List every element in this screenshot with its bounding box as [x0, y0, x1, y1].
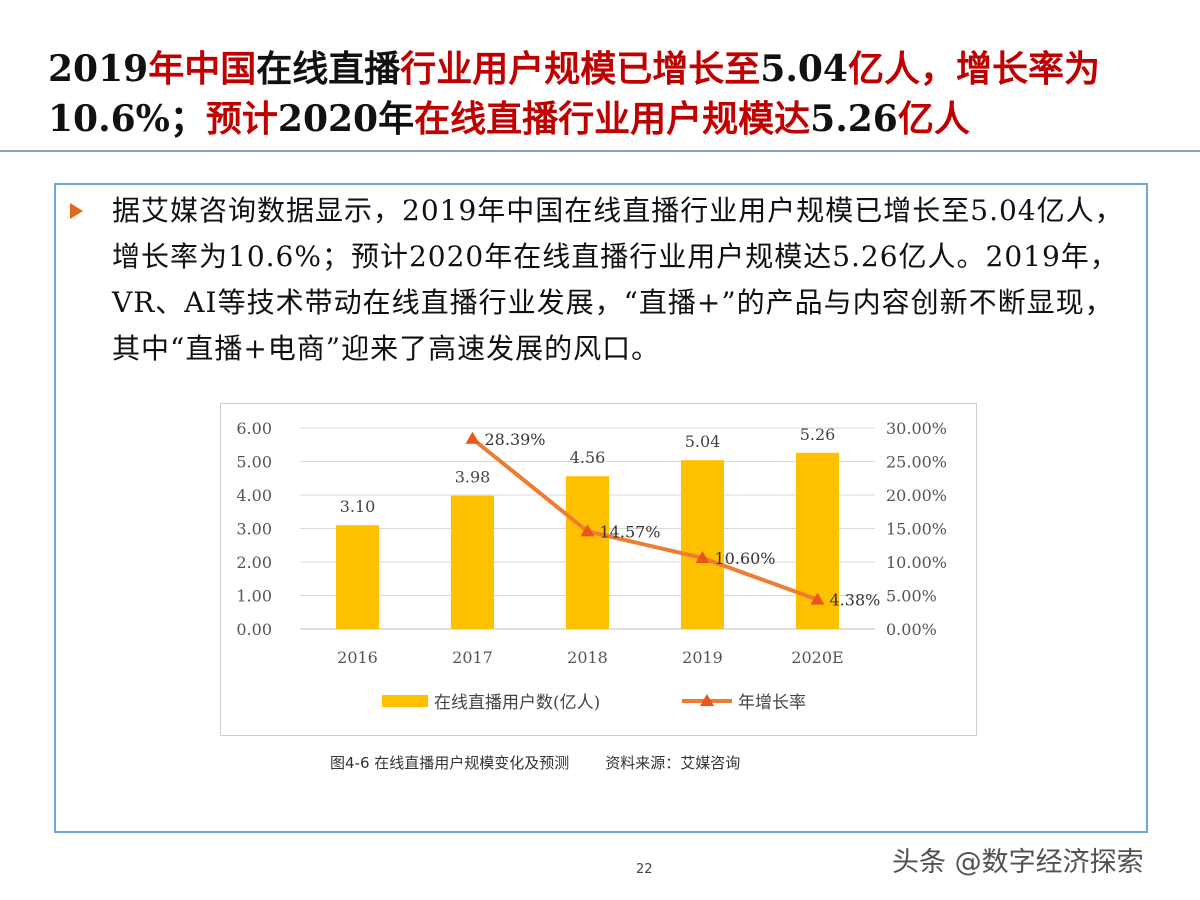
- y-right-tick-label: 0.00%: [886, 620, 937, 639]
- y-right-tick-label: 5.00%: [886, 587, 937, 606]
- x-tick-label: 2017: [452, 648, 493, 667]
- bar: [566, 476, 609, 629]
- bar: [336, 525, 379, 629]
- title-seg: 10.6%；: [48, 98, 206, 140]
- growth-rate-point: [465, 431, 480, 444]
- title-seg: 2020: [277, 98, 379, 140]
- y-right-tick-label: 10.00%: [886, 553, 947, 572]
- figure-source: 资料来源：艾媒咨询: [605, 754, 741, 772]
- legend-bar-label: 在线直播用户数(亿人): [434, 693, 600, 713]
- title-seg: 亿人，增长率为: [847, 48, 1100, 90]
- bar-value-label: 4.56: [570, 448, 606, 467]
- growth-rate-label: 10.60%: [715, 549, 776, 568]
- figure-caption: 图4-6 在线直播用户规模变化及预测 资料来源：艾媒咨询: [330, 752, 890, 773]
- body-paragraph: 据艾媒咨询数据显示，2019年中国在线直播行业用户规模已增长至5.04亿人，增长…: [112, 194, 1124, 365]
- x-tick-label: 2019: [682, 648, 723, 667]
- x-tick-label: 2018: [567, 648, 608, 667]
- growth-rate-label: 28.39%: [485, 430, 546, 449]
- growth-rate-label: 4.38%: [830, 591, 881, 610]
- y-left-tick-label: 4.00: [236, 486, 272, 505]
- slide-title: 2019年中国在线直播行业用户规模已增长至5.04亿人，增长率为 10.6%；预计…: [48, 44, 1168, 144]
- title-seg: 年中国: [148, 48, 257, 90]
- growth-rate-label: 14.57%: [600, 522, 661, 541]
- title-seg: 5.26: [810, 98, 898, 140]
- bar-value-label: 5.26: [800, 425, 836, 444]
- y-left-tick-label: 6.00: [236, 419, 272, 438]
- title-divider: [0, 150, 1200, 152]
- growth-rate-point: [695, 550, 710, 563]
- growth-rate-line: [471, 437, 819, 602]
- bar-value-label: 5.04: [685, 432, 721, 451]
- legend-line-marker: [700, 694, 714, 706]
- y-left-tick-label: 3.00: [236, 520, 272, 539]
- figure-title: 图4-6 在线直播用户规模变化及预测: [330, 754, 570, 772]
- bar-value-label: 3.10: [340, 497, 376, 516]
- y-left-tick-label: 5.00: [236, 453, 272, 472]
- title-seg: 亿人: [897, 98, 970, 140]
- bar: [681, 460, 724, 629]
- legend-bar-swatch: [382, 695, 428, 707]
- y-left-tick-label: 1.00: [236, 587, 272, 606]
- growth-rate-point: [810, 592, 825, 605]
- title-seg: 行业用户规模已增长至: [400, 48, 761, 90]
- page-number: 22: [636, 862, 653, 877]
- title-seg: 5.04: [760, 48, 848, 90]
- y-left-tick-label: 0.00: [236, 620, 272, 639]
- content-box: [54, 183, 1148, 833]
- x-tick-label: 2016: [337, 648, 378, 667]
- x-tick-label: 2020E: [791, 648, 843, 667]
- title-seg: 预计: [205, 98, 278, 140]
- title-seg: 年: [378, 98, 415, 140]
- bar-value-label: 3.98: [455, 468, 491, 487]
- combo-chart: 0.00 1.00 2.00 3.00 4.00 5.00 6.00 0.00% 5.00% 10…: [236, 419, 947, 713]
- watermark: 头条 @数字经济探索: [892, 847, 1144, 878]
- title-seg: 在线直播行业用户规模达: [414, 98, 811, 140]
- growth-rate-point: [580, 524, 595, 537]
- y-right-tick-label: 15.00%: [886, 520, 947, 539]
- y-right-tick-label: 30.00%: [886, 419, 947, 438]
- title-seg: 2019: [48, 48, 149, 90]
- y-right-tick-label: 25.00%: [886, 453, 947, 472]
- title-seg: 直播: [328, 48, 401, 90]
- legend-line-label: 年增长率: [738, 693, 806, 713]
- y-right-tick-label: 20.00%: [886, 486, 947, 505]
- bullet-arrow-icon: [70, 203, 83, 219]
- bar: [451, 495, 494, 629]
- title-seg: 在线: [256, 48, 329, 90]
- y-left-tick-label: 2.00: [236, 553, 272, 572]
